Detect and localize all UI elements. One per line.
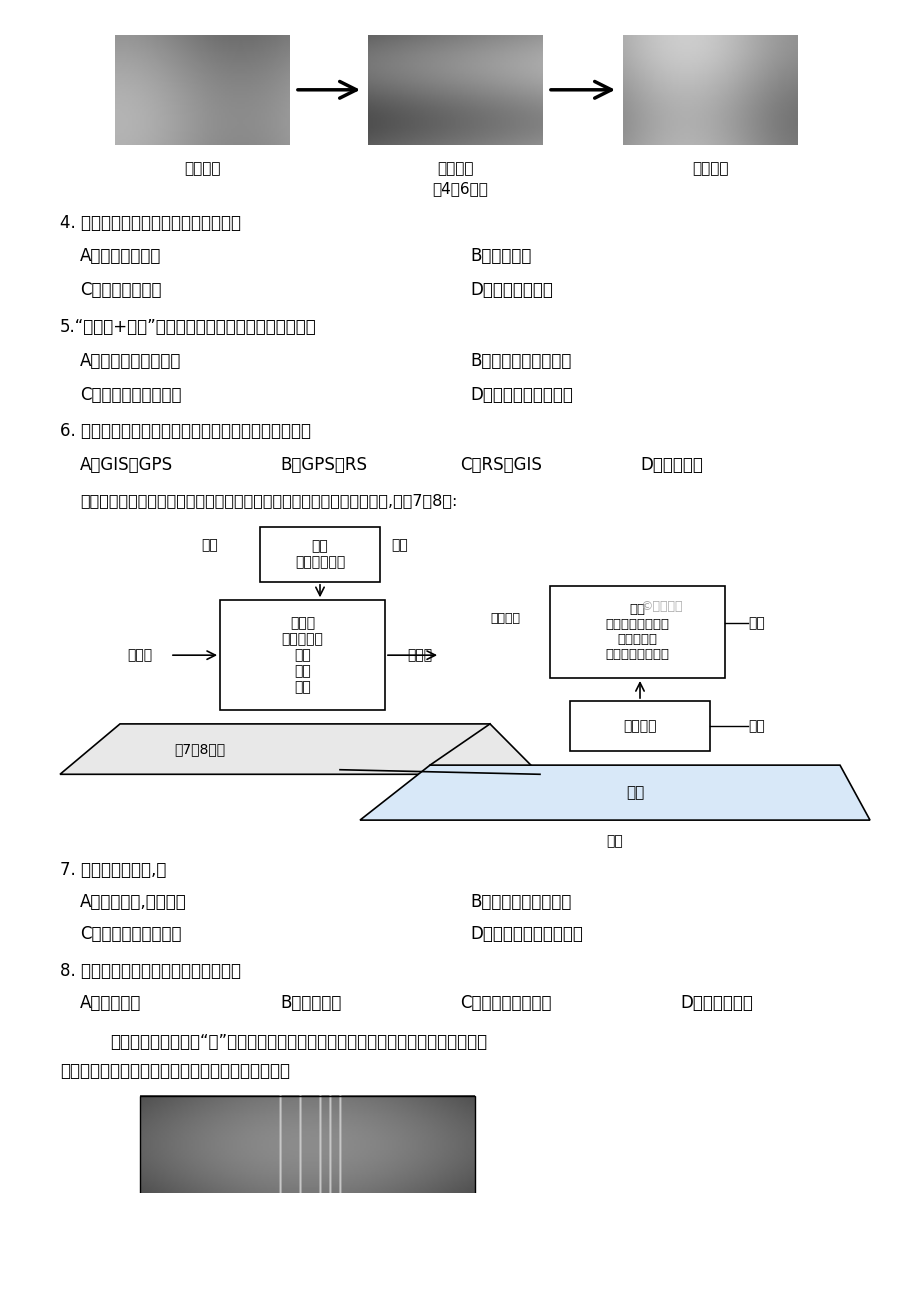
FancyBboxPatch shape — [570, 700, 709, 751]
FancyBboxPatch shape — [550, 586, 724, 678]
Text: 废弃物: 废弃物 — [407, 648, 432, 663]
Text: 废弃物: 废弃物 — [128, 648, 153, 663]
Text: 下图为我国东部某省针对地势低洼积水区开发的一种农业生产模式。读图,回答7～8题:: 下图为我国东部某省针对地势低洼积水区开发的一种农业生产模式。读图,回答7～8题: — [80, 493, 457, 508]
Polygon shape — [359, 766, 869, 820]
Text: 5.“互联网+农业”形式对农业发展的影响叙述正确的是: 5.“互联网+农业”形式对农业发展的影响叙述正确的是 — [60, 318, 316, 336]
FancyBboxPatch shape — [220, 600, 384, 710]
Text: D．数字地球: D．数字地球 — [640, 456, 702, 474]
Text: 桥，尽量取最短距离（如图）。据此完成下列问题。: 桥，尽量取最短距离（如图）。据此完成下列问题。 — [60, 1062, 289, 1081]
Text: A．降低产品生产成本: A．降低产品生产成本 — [80, 352, 181, 370]
Text: B．GPS和RS: B．GPS和RS — [279, 456, 367, 474]
Text: 农作物
小麦、玉米
棉花
大豆
饲草: 农作物 小麦、玉米 棉花 大豆 饲草 — [281, 616, 323, 694]
Text: D．科技信息联系: D．科技信息联系 — [470, 281, 552, 299]
Text: 浮游生物: 浮游生物 — [622, 719, 656, 733]
Text: 下单采摘: 下单采摘 — [184, 161, 221, 176]
Text: 粪便: 粪便 — [201, 538, 218, 552]
Text: C．RS和GIS: C．RS和GIS — [460, 456, 541, 474]
Text: 第7～8题图: 第7～8题图 — [175, 742, 225, 756]
Text: ©正确教育: ©正确教育 — [640, 600, 682, 613]
Text: D．降低仓储保鲜成本: D．降低仓储保鲜成本 — [470, 385, 573, 404]
Text: 8. 最适宜推广该农业生产模式的地区是: 8. 最适宜推广该农业生产模式的地区是 — [60, 962, 241, 980]
Text: 鱼塘: 鱼塘 — [625, 785, 643, 801]
Text: 粪便: 粪便 — [391, 538, 408, 552]
FancyBboxPatch shape — [260, 527, 380, 582]
Text: 4. 图示体现的产业活动地域联系主要是: 4. 图示体现的产业活动地域联系主要是 — [60, 214, 241, 232]
Text: D．珠江三角洲: D．珠江三角洲 — [679, 995, 752, 1012]
Text: A．生产协作联系: A．生产协作联系 — [80, 247, 161, 266]
Text: C．减轻农民劳作负担: C．减轻农民劳作负担 — [80, 926, 181, 944]
Text: D．导致严重的农药污染: D．导致严重的农药污染 — [470, 926, 583, 944]
Polygon shape — [60, 724, 539, 775]
Text: 6. 物流公司总部要想查询到猕猴桃的即时位置的技术是: 6. 物流公司总部要想查询到猕猴桃的即时位置的技术是 — [60, 422, 311, 440]
Text: B．商贸联系: B．商贸联系 — [470, 247, 531, 266]
Text: A．因地制宜,减轻盐碱: A．因地制宜,减轻盐碱 — [80, 893, 187, 911]
Text: C．长江中下游平原: C．长江中下游平原 — [460, 995, 550, 1012]
Text: 粪牲盆水: 粪牲盆水 — [490, 612, 519, 625]
Text: A．GIS和GPS: A．GIS和GPS — [80, 456, 173, 474]
Text: 鱼类
上层：鲢鱼、鳙鱼
中层：草鱼
底层：鲫鱼、鲫鱼: 鱼类 上层：鲢鱼、鳙鱼 中层：草鱼 底层：鲫鱼、鲫鱼 — [605, 603, 669, 661]
Text: B．华北平原: B．华北平原 — [279, 995, 341, 1012]
Text: 过去，山区公路多为“之”字形盘山公路。现在，兴建高速公路则是逢山开道，遇沟建: 过去，山区公路多为“之”字形盘山公路。现在，兴建高速公路则是逢山开道，遇沟建 — [110, 1032, 486, 1051]
Text: C．增加物流运输成本: C．增加物流运输成本 — [80, 385, 181, 404]
Text: 打冷包装: 打冷包装 — [437, 161, 473, 176]
Text: 塘泥: 塘泥 — [606, 833, 623, 848]
Text: B．降低区域整体海拔: B．降低区域整体海拔 — [470, 893, 571, 911]
Text: 第4～6题图: 第4～6题图 — [432, 181, 487, 197]
Text: 7. 该农业生产模式,将: 7. 该农业生产模式,将 — [60, 862, 166, 879]
Text: 禽畜
鸡、猪、羊等: 禽畜 鸡、猪、羊等 — [295, 539, 345, 569]
Text: 残体: 残体 — [747, 719, 764, 733]
Text: B．增加市场交易成本: B．增加市场交易成本 — [470, 352, 571, 370]
Text: 快速运输: 快速运输 — [691, 161, 728, 176]
Text: 粪便: 粪便 — [747, 616, 764, 630]
Text: C．投入产出联系: C．投入产出联系 — [80, 281, 162, 299]
Text: A．三江平原: A．三江平原 — [80, 995, 142, 1012]
